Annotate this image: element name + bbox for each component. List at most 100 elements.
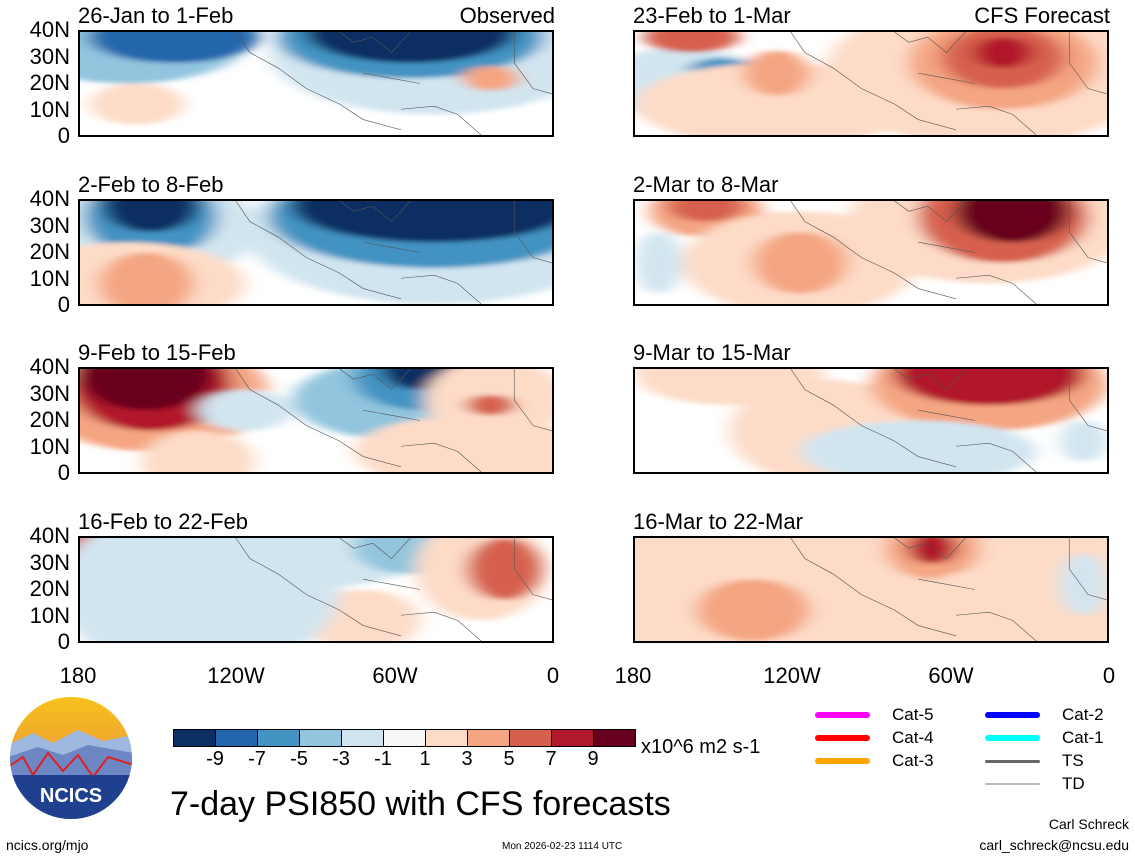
y-tick: 20N <box>29 70 70 95</box>
coastline <box>791 201 1107 304</box>
anomaly-contour <box>908 538 956 564</box>
legend-line-icon <box>985 759 1040 763</box>
anomaly-contour <box>668 201 744 222</box>
colorbar-swatch <box>258 730 300 746</box>
map-panel <box>633 199 1109 306</box>
colorbar-tick: 7 <box>545 748 557 770</box>
panel-title: 16-Feb to 22-Feb <box>78 509 248 534</box>
x-tick: 0 <box>546 663 560 688</box>
y-tick: 0 <box>57 123 70 148</box>
legend-label: Cat-5 <box>892 705 934 724</box>
colorbar-tick: -3 <box>332 748 350 770</box>
panel-title: 2-Mar to 8-Mar <box>633 172 779 197</box>
coastline <box>791 32 1107 135</box>
coastline <box>791 369 1107 472</box>
y-tick: 0 <box>57 292 70 317</box>
anomaly-contour <box>918 568 1060 631</box>
legend-item: Cat-2 <box>985 705 1104 725</box>
coastline <box>236 538 552 641</box>
y-tick: 20N <box>29 407 70 432</box>
legend-label: TS <box>1062 751 1084 770</box>
anomaly-contour <box>467 538 543 600</box>
coastline <box>236 369 552 472</box>
legend-item: Cat-3 <box>815 751 934 771</box>
x-tick: 120W <box>763 663 821 688</box>
y-tick: 40N <box>29 523 70 548</box>
x-tick: 180 <box>59 663 97 688</box>
anomaly-contour <box>353 415 552 472</box>
colorbar-tick: 9 <box>587 748 599 770</box>
coastline <box>791 538 1107 641</box>
anomaly-contour <box>80 538 340 641</box>
y-tick: 40N <box>29 17 70 42</box>
anomaly-contour <box>635 231 683 294</box>
legend-label: TD <box>1062 774 1085 793</box>
panel-title: 26-Jan to 1-Feb <box>78 3 234 28</box>
legend-line-icon <box>815 758 870 764</box>
panel-title: 16-Mar to 22-Mar <box>633 509 803 534</box>
anomaly-contour <box>644 32 739 53</box>
figure-title: 7-day PSI850 with CFS forecasts <box>170 785 671 823</box>
legend-label: Cat-4 <box>892 728 934 747</box>
anomaly-contour <box>800 420 1037 472</box>
anomaly-contour <box>696 579 810 641</box>
colorbar <box>173 729 636 747</box>
colorbar-swatch <box>594 730 635 746</box>
map-panel <box>78 30 554 137</box>
colorbar-tick: -7 <box>248 748 266 770</box>
y-tick: 20N <box>29 239 70 264</box>
colorbar-swatch <box>552 730 594 746</box>
y-tick: 10N <box>29 96 70 122</box>
footer-url[interactable]: ncics.org/mjo <box>6 837 89 853</box>
footer-email[interactable]: carl_schreck@ncsu.edu <box>979 837 1129 853</box>
legend-line-icon <box>985 735 1040 741</box>
colorbar-tick: 1 <box>419 748 431 770</box>
anomaly-contour <box>753 231 848 294</box>
legend-label: Cat-1 <box>1062 728 1104 747</box>
y-tick: 0 <box>57 629 70 654</box>
legend-line-icon <box>985 783 1040 785</box>
anomaly-contour <box>894 369 1084 406</box>
map-panel <box>633 30 1109 137</box>
anomaly-contour <box>955 201 1070 243</box>
legend-label: Cat-3 <box>892 751 934 770</box>
y-tick: 40N <box>29 354 70 379</box>
colorbar-tick: 3 <box>461 748 473 770</box>
legend-item: Cat-1 <box>985 728 1104 748</box>
colorbar-tick: -9 <box>206 748 224 770</box>
logo-text: NCICS <box>40 785 102 807</box>
anomaly-contour <box>141 430 255 472</box>
colorbar-swatch <box>216 730 258 746</box>
x-tick: 60W <box>372 663 418 688</box>
x-tick: 120W <box>207 663 265 688</box>
legend-label: Cat-2 <box>1062 705 1104 724</box>
legend-line-icon <box>815 712 870 718</box>
observed-label: Observed <box>459 3 555 28</box>
y-tick: 30N <box>29 549 70 575</box>
anomaly-contour <box>89 32 260 63</box>
y-tick: 10N <box>29 265 70 291</box>
anomaly-contour <box>98 252 194 304</box>
colorbar-swatch <box>426 730 468 746</box>
panel-title: 2-Feb to 8-Feb <box>78 172 224 197</box>
y-tick: 30N <box>29 43 70 69</box>
panel-title: 9-Mar to 15-Mar <box>633 340 791 365</box>
anomaly-contour <box>974 37 1032 69</box>
y-tick: 10N <box>29 602 70 628</box>
anomaly-contour <box>306 32 515 63</box>
y-tick: 30N <box>29 380 70 406</box>
x-tick: 60W <box>928 663 974 688</box>
panel-title: 9-Feb to 15-Feb <box>78 340 236 365</box>
colorbar-swatch <box>342 730 384 746</box>
coastline <box>236 201 552 304</box>
map-panel <box>633 367 1109 474</box>
anomaly-contour <box>1059 420 1107 462</box>
colorbar-swatch <box>300 730 342 746</box>
x-tick: 0 <box>1102 663 1116 688</box>
cfs-forecast-label: CFS Forecast <box>974 3 1110 28</box>
colorbar-tick: 5 <box>503 748 515 770</box>
legend-item: Cat-4 <box>815 728 934 748</box>
colorbar-units: x10^6 m2 s-1 <box>641 736 761 758</box>
coastline <box>236 32 552 135</box>
colorbar-swatch <box>384 730 426 746</box>
